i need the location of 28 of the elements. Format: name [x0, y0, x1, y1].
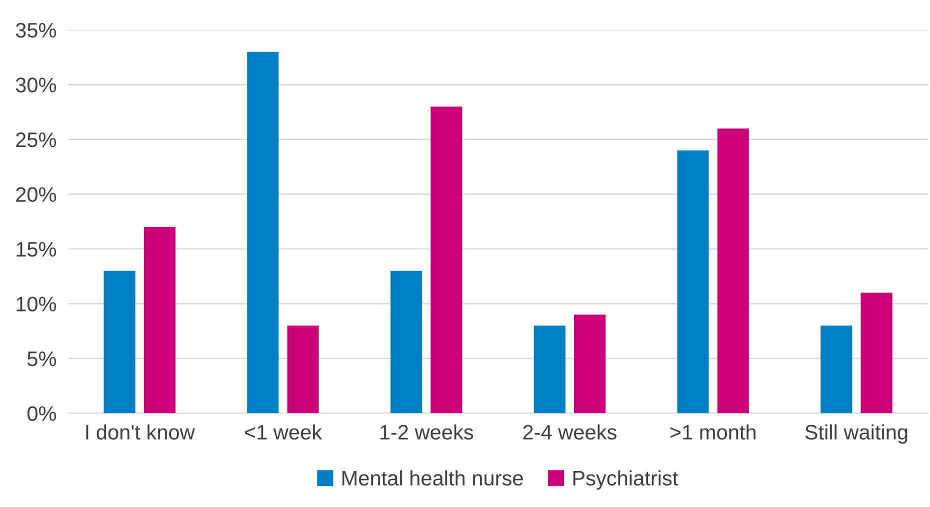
- x-tick-label: 2-4 weeks: [523, 424, 616, 440]
- x-tick-label: >1 month: [670, 424, 756, 440]
- bar: [677, 150, 709, 414]
- bar: [534, 326, 566, 414]
- legend-label: Psychiatrist: [573, 470, 678, 490]
- bar: [820, 326, 852, 414]
- x-tick-label: Still waiting: [805, 424, 908, 444]
- bar: [390, 270, 422, 414]
- y-tick-label: 35%: [16, 22, 56, 38]
- bar: [287, 326, 319, 414]
- bar: [430, 106, 462, 414]
- y-tick-label: 15%: [16, 242, 56, 257]
- y-tick-label: 10%: [16, 296, 56, 312]
- y-tick-label: 30%: [16, 78, 56, 92]
- bar: [574, 314, 606, 414]
- x-tick-label: 1-2 weeks: [380, 424, 474, 440]
- y-tick-label: 5%: [28, 352, 56, 366]
- bar: [860, 292, 892, 414]
- y-tick-label: 25%: [16, 132, 56, 148]
- y-tick-label: 20%: [16, 187, 56, 202]
- y-tick-label: 0%: [27, 406, 56, 421]
- bar: [104, 270, 136, 414]
- bar: [247, 52, 279, 414]
- bar: [717, 128, 749, 414]
- legend-label: Mental health nurse: [342, 470, 523, 486]
- bar: [144, 227, 176, 414]
- x-tick-label: I don't know: [86, 424, 195, 440]
- x-tick-label: <1 week: [244, 424, 322, 440]
